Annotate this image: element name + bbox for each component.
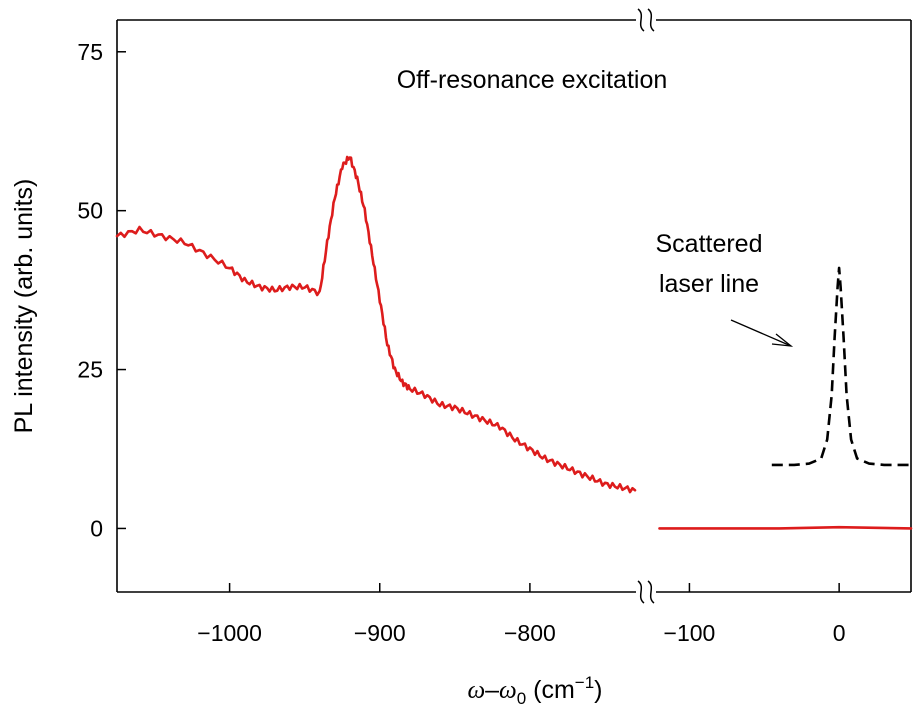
x-tick-label-left-1: −900 xyxy=(354,620,406,646)
x-label-dash: – xyxy=(485,676,499,704)
break-mark-top-2 xyxy=(647,8,655,32)
y-tick-label-25: 25 xyxy=(77,357,103,383)
x-label-units-open: (cm xyxy=(526,676,575,704)
x-label-subscript: 0 xyxy=(517,689,526,708)
annotation-line2: laser line xyxy=(659,270,759,298)
series-layer xyxy=(115,155,913,530)
y-tick-label-50: 50 xyxy=(77,198,103,224)
y-axis-label: PL intensity (arb. units) xyxy=(10,179,38,434)
x-tick-label-right-1: 0 xyxy=(833,620,846,646)
y-tick-label-0: 0 xyxy=(90,515,103,541)
annotation-arrow xyxy=(730,319,794,347)
x-tick-label-left-2: −800 xyxy=(504,620,556,646)
x-label-superscript: −1 xyxy=(575,673,594,692)
chart-title: Off-resonance excitation xyxy=(397,66,668,94)
break-mark-bottom-2 xyxy=(647,580,655,604)
x-tick-label-left-0: −1000 xyxy=(197,620,262,646)
annotation-line1: Scattered xyxy=(655,230,762,258)
series-pl-right xyxy=(658,525,913,530)
x-label-omega0: ω xyxy=(499,677,517,704)
x-tick-label-right-0: −100 xyxy=(664,620,716,646)
break-mark-bottom-1 xyxy=(637,580,645,604)
x-label-units-close: ) xyxy=(594,676,602,704)
x-axis-label: ω–ω0 (cm−1) xyxy=(467,673,602,708)
axis-break-marks xyxy=(637,8,655,604)
series-laser-line xyxy=(771,266,911,467)
y-tick-label-75: 75 xyxy=(77,39,103,65)
plot-frame xyxy=(116,19,912,593)
x-label-omega: ω xyxy=(467,677,485,704)
series-pl-left xyxy=(115,155,637,494)
break-mark-top-1 xyxy=(637,8,645,32)
